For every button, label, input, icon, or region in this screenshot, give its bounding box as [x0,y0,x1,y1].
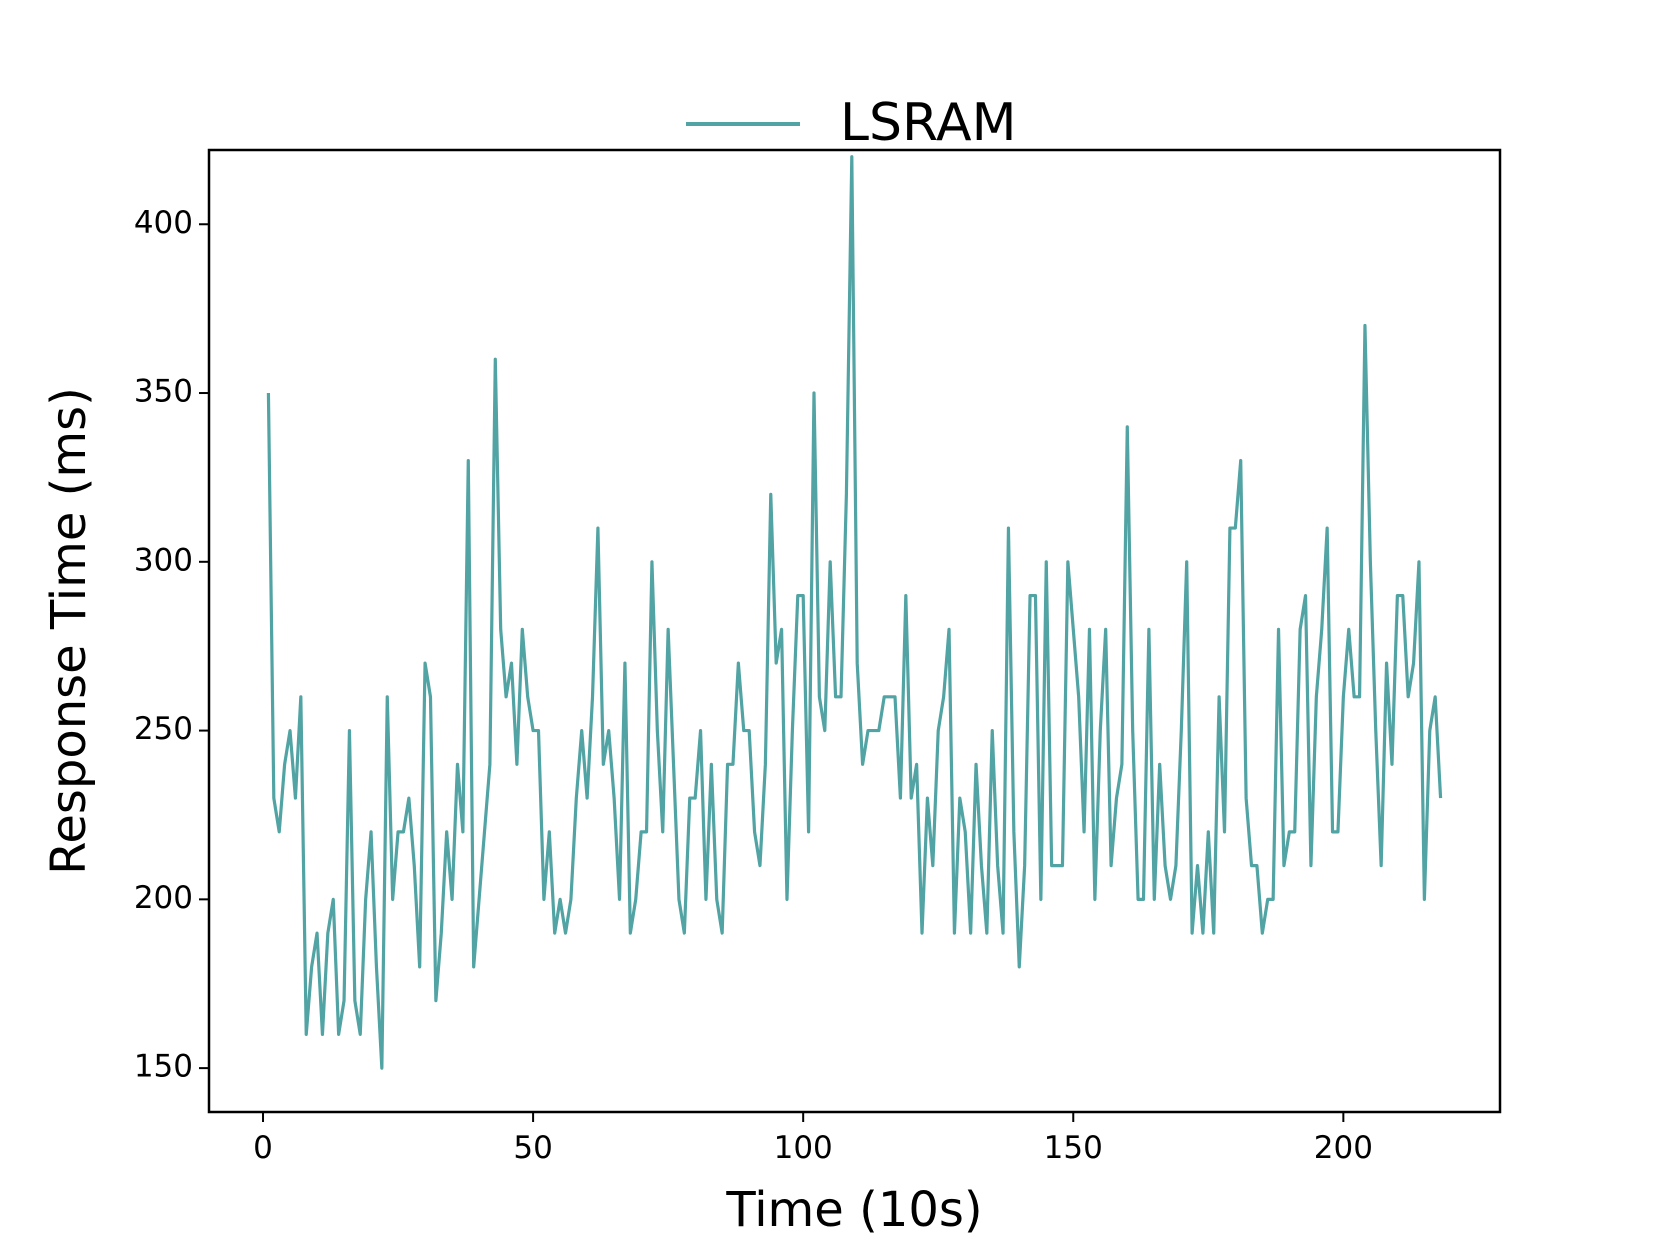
y-tick-label: 300 [134,542,193,578]
y-tick-label: 150 [134,1049,193,1085]
plot-frame [207,148,1502,1114]
x-axis-label: Time (10s) [725,1182,982,1238]
y-tick-label: 400 [134,205,193,241]
y-tick-label: 250 [134,711,193,747]
series-lines [266,155,1443,1070]
legend-label-lsram: LSRAM [840,93,1016,153]
y-axis-label: Response Time (ms) [41,387,97,875]
y-axis: 150 200 250 300 350 400 [134,205,209,1085]
series-line-lsram [266,155,1443,1070]
x-axis: 0 50 100 150 200 [253,1112,1373,1166]
x-tick-label: 0 [253,1130,273,1166]
y-tick-label: 200 [134,880,193,916]
x-tick-label: 150 [1044,1130,1103,1166]
x-tick-label: 200 [1314,1130,1373,1166]
x-tick-label: 50 [513,1130,552,1166]
y-tick-label: 350 [134,374,193,410]
legend: LSRAM [686,93,1016,153]
x-tick-label: 100 [774,1130,833,1166]
